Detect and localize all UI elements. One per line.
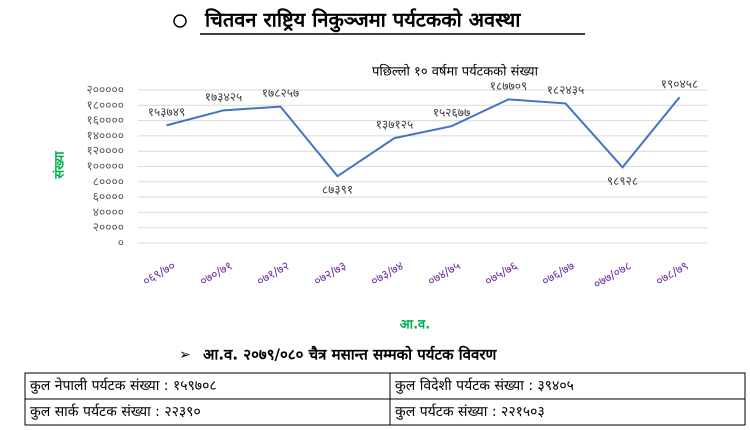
x-tick-label: ०७१/७२ [254,259,292,289]
data-label: १७८२५७ [262,86,299,100]
heading: चितवन राष्ट्रिय निकुञ्जमा पर्यटकको अवस्थ… [204,8,521,33]
table-cell: कुल सार्क पर्यटक संख्या : २२३९० [30,403,201,420]
data-label: १८२४३५ [547,83,584,97]
summary-title: आ.व. २०७९/०८० चैत्र मसान्त सम्मको पर्यटक… [203,346,497,364]
x-tick-label: ०७४/७५ [425,259,463,289]
x-tick-label: ०७८/७९ [653,259,691,289]
table-cell: कुल विदेशी पर्यटक संख्या : ३९४०५ [395,377,574,394]
x-tick-label: ०७७/०७८ [591,259,634,292]
x-axis-label: आ.व. [400,318,430,333]
y-tick-label: ४०००० [93,205,124,219]
y-tick-label: २०००० [93,220,124,234]
bullet [173,14,187,28]
y-tick-label: ६०००० [93,190,124,204]
x-tick-label: ०७३/७४ [368,259,406,289]
y-axis-label: संख्या [52,151,68,180]
data-label: १७३४२५ [205,90,242,104]
data-line [166,96,681,178]
y-tick-label: १६०००० [87,113,124,127]
data-label: ८७३९१ [322,183,353,197]
y-tick-label: १२०००० [87,144,124,158]
x-tick-label: ०६९/७० [140,259,178,289]
y-tick-label: १००००० [87,159,124,173]
data-label: १५३७४९ [148,105,185,119]
chart-title: पछिल्लो १० वर्षमा पर्यटकको संख्या [372,64,539,80]
table-cell: कुल पर्यटक संख्या : २२१५०३ [395,403,545,420]
data-label: १९०४५८ [661,77,698,91]
y-tick-label: ८०००० [93,174,124,188]
table-cell: कुल नेपाली पर्यटक संख्या : १५९७०८ [30,377,217,394]
arrow-bullet: ➢ [179,347,191,363]
x-tick-label: ०७६/७७ [539,259,577,289]
x-tick-label: ०७५/७६ [482,259,520,289]
y-tick-label: १४०००० [87,128,124,142]
data-label: १८७७०९ [490,79,527,93]
y-tick-label: १८०००० [87,98,124,112]
y-tick-label: ० [118,236,124,250]
y-tick-label: २००००० [87,83,124,97]
data-label: ९८९२८ [607,174,638,188]
x-tick-label: ०७०/७१ [197,259,235,289]
x-tick-label: ०७२/७३ [311,259,349,289]
data-label: १५२६७७ [433,106,470,120]
data-label: १३७१२५ [376,118,413,132]
